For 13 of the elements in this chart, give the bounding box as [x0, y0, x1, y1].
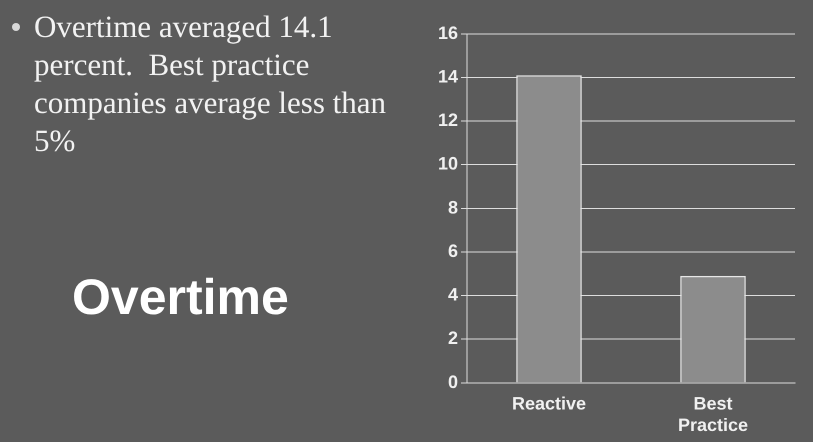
y-tick-label: 0 [448, 372, 458, 392]
x-tick-label: Best Practice [678, 394, 748, 436]
y-tick-label: 12 [438, 110, 458, 130]
y-tick-label: 6 [448, 240, 458, 261]
text: Overtime averaged 14.1 percent. Best practice companies average less than 5% [34, 8, 388, 160]
y-tick-label: 8 [448, 197, 458, 218]
y-tick-label: 16 [438, 22, 458, 43]
x-tick-label: Reactive [512, 394, 586, 414]
text: Overtime [72, 268, 289, 326]
y-tick-label: 10 [438, 154, 458, 174]
y-tick-label: 14 [438, 66, 458, 86]
y-tick-label: 4 [448, 284, 458, 305]
y-tick-label: 2 [448, 328, 458, 348]
